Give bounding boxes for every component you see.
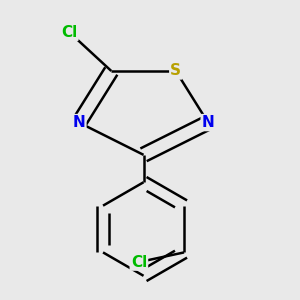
Text: S: S bbox=[170, 64, 181, 79]
Text: Cl: Cl bbox=[131, 255, 147, 270]
Text: N: N bbox=[202, 115, 214, 130]
Text: Cl: Cl bbox=[61, 25, 77, 40]
Text: N: N bbox=[73, 115, 85, 130]
